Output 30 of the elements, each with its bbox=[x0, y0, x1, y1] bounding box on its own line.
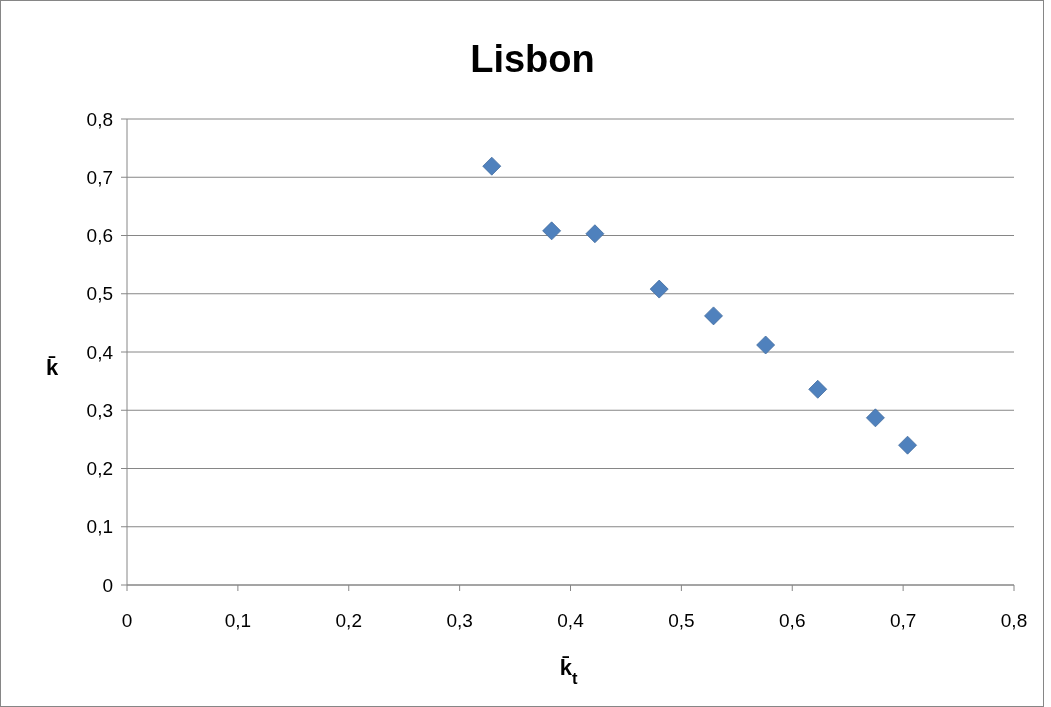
point bbox=[542, 221, 562, 241]
point bbox=[482, 156, 502, 176]
y-tick-label: 0,2 bbox=[86, 458, 113, 480]
point bbox=[756, 335, 776, 355]
point bbox=[866, 408, 885, 428]
y-axis-title: k̄ bbox=[45, 355, 59, 380]
y-tick-label: 0,4 bbox=[86, 341, 114, 363]
point bbox=[585, 224, 605, 244]
x-axis-title: k̄$_{t}$ bbox=[559, 655, 578, 687]
chart-title: Lisbon bbox=[470, 38, 595, 80]
x-tick-label: 0,4 bbox=[557, 610, 585, 631]
point bbox=[704, 306, 723, 326]
y-tick-label: 0,6 bbox=[86, 225, 113, 247]
x-tick-label: 0,7 bbox=[889, 610, 917, 631]
y-tick-label: 0,1 bbox=[86, 516, 113, 538]
x-tick-label: 0,5 bbox=[668, 610, 695, 631]
point bbox=[808, 379, 828, 399]
x-tick-label: 0,8 bbox=[1000, 610, 1028, 631]
x-tick-label: 0 bbox=[121, 610, 133, 631]
y-tick-label: 0,5 bbox=[86, 283, 113, 305]
x-tick-label: 0,6 bbox=[779, 610, 806, 631]
y-tick-label: 0 bbox=[102, 574, 113, 596]
point bbox=[898, 435, 917, 455]
y-tick-label: 0,7 bbox=[86, 166, 113, 188]
x-tick-label: 0,2 bbox=[335, 610, 362, 631]
y-tick-label: 0,3 bbox=[86, 399, 113, 421]
y-tick-label: 0,8 bbox=[86, 108, 113, 130]
point bbox=[649, 279, 669, 299]
x-tick-label: 0,3 bbox=[446, 610, 473, 631]
x-tick-label: 0,1 bbox=[224, 610, 252, 631]
